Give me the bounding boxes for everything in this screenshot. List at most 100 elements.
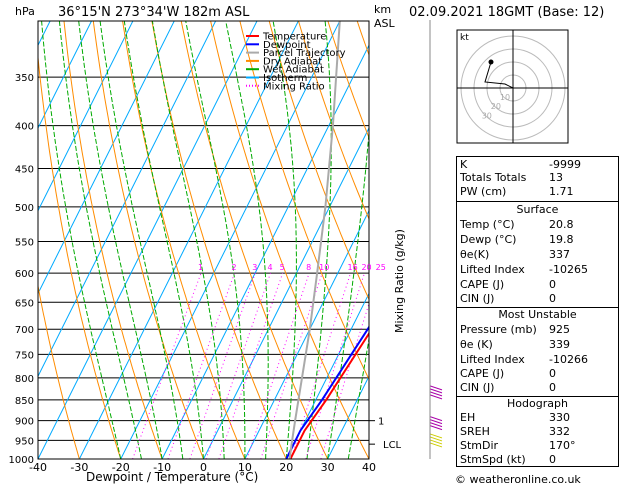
mixing-ratio-label: 3	[252, 263, 257, 272]
indices-panel: K -9999 Totals Totals 13 PW (cm) 1.71 Su…	[456, 156, 619, 467]
mixing-ratio-axis-label: Mixing Ratio (g/kg)	[393, 229, 406, 333]
pressure-tick-label: 600	[15, 269, 34, 280]
series-line-parcel-trajectory	[288, 21, 341, 459]
isotherm-line	[78, 21, 299, 459]
temperature-tick-label: -20	[112, 461, 130, 474]
dry-adiabat-line	[38, 283, 80, 459]
hodo-row: StmSpd (kt) 0	[460, 453, 615, 466]
wet-adiabat-line	[78, 21, 163, 459]
hodo-row-value: 332	[549, 425, 570, 438]
mixing-ratio-line	[205, 273, 271, 459]
wind-barb-flag	[429, 436, 443, 442]
mixing-ratio-label: 10	[319, 263, 329, 272]
isotherm-line	[161, 44, 369, 459]
wet-adiabat-line	[185, 21, 246, 459]
plot-frame	[37, 20, 370, 460]
mixing-ratio-label: 20	[361, 263, 371, 272]
wind-barb-flag	[429, 394, 443, 400]
dry-adiabat-line	[151, 21, 287, 459]
mu-row-value: 0	[549, 367, 556, 380]
dry-adiabat-line	[268, 21, 369, 301]
mixing-ratio-label: 1	[198, 263, 203, 272]
mu-row-value: 339	[549, 338, 570, 351]
surface-row-value: -10265	[549, 263, 588, 276]
mu-row-value: -10266	[549, 353, 588, 366]
legend-label: Wet Adiabat	[263, 65, 324, 76]
mixing-ratio-label: 8	[306, 263, 311, 272]
series-line-temperature	[289, 331, 369, 459]
wet-adiabat-line	[41, 21, 122, 459]
totals-totals-label: Totals Totals	[460, 171, 527, 184]
wind-barb-flag	[429, 422, 443, 428]
surface-row-label: Dewp (°C)	[460, 233, 517, 246]
hodo-row-label: EH	[460, 411, 476, 424]
mu-row: θe (K) 339	[460, 338, 615, 351]
dry-adiabat-line	[239, 21, 369, 381]
legend-label: Dry Adiabat	[263, 56, 322, 67]
legend-label: Parcel Trajectory	[263, 48, 346, 59]
hodo-row-value: 330	[549, 411, 570, 424]
mixing-ratio-label: 25	[376, 263, 386, 272]
hodo-row-value: 0	[549, 453, 556, 466]
hodograph-ring-label: 20	[491, 102, 501, 111]
pw-value: 1.71	[549, 185, 574, 198]
copyright-text[interactable]: © weatheronline.co.uk	[455, 473, 581, 486]
divider	[457, 201, 618, 202]
pressure-tick-label: 500	[15, 203, 34, 214]
temperature-tick-label: 30	[321, 461, 335, 474]
surface-row: CAPE (J) 0	[460, 278, 615, 291]
pw-label: PW (cm)	[460, 185, 507, 198]
mu-row-label: CAPE (J)	[460, 367, 505, 380]
wet-adiabat-line	[99, 21, 184, 459]
mu-row-label: θe (K)	[460, 338, 493, 351]
pressure-tick-label: 450	[15, 165, 34, 176]
dry-adiabat-line	[122, 21, 246, 459]
wet-adiabat-line	[151, 21, 225, 459]
k-index-value: -9999	[549, 158, 581, 171]
pressure-tick-label: 550	[15, 238, 34, 249]
wet-adiabat-line	[123, 21, 204, 459]
surface-row-label: Lifted Index	[460, 263, 525, 276]
isotherm-line	[120, 21, 341, 459]
mixing-ratio-label: 4	[268, 263, 273, 272]
mu-row: Pressure (mb) 925	[460, 323, 615, 336]
isotherm-line	[244, 209, 369, 459]
temperature-tick-label: 40	[362, 461, 376, 474]
hodo-row: SREH 332	[460, 425, 615, 438]
hodo-row-label: StmSpd (kt)	[460, 453, 526, 466]
isotherm-line	[203, 126, 369, 459]
legend-label: Dewpoint	[263, 40, 311, 51]
hodo-row-label: StmDir	[460, 439, 499, 452]
wind-barb-flag	[429, 433, 443, 439]
x-axis-label: Dewpoint / Temperature (°C)	[86, 470, 259, 484]
hodograph-kt-label: kt	[460, 33, 469, 43]
pw-row: PW (cm) 1.71	[460, 185, 615, 198]
isotherm-line	[38, 21, 217, 378]
pressure-tick-label: 1000	[9, 455, 34, 466]
mixing-ratio-line	[320, 301, 369, 459]
legend-label: Temperature	[262, 32, 326, 43]
temperature-tick-label: -10	[153, 461, 171, 474]
asl-label: ASL	[374, 17, 395, 30]
mu-row: CIN (J) 0	[460, 381, 615, 394]
pressure-tick-label: 700	[15, 325, 34, 336]
dry-adiabat-line	[298, 21, 369, 221]
km-tick-label: 1	[378, 417, 384, 428]
hodograph-trace	[484, 61, 514, 89]
surface-row: Dewp (°C) 19.8	[460, 233, 615, 246]
mu-row-value: 0	[549, 381, 556, 394]
k-index-label: K	[460, 158, 468, 171]
temperature-tick-label: -40	[29, 461, 47, 474]
legend-label: Mixing Ratio	[263, 81, 325, 92]
wet-adiabat-line	[225, 21, 269, 459]
surface-row-label: Temp (°C)	[460, 218, 515, 231]
surface-row-label: θe(K)	[460, 248, 490, 261]
surface-row: Temp (°C) 20.8	[460, 218, 615, 231]
hodo-row: StmDir 170°	[460, 439, 615, 452]
most-unstable-section-title: Most Unstable	[498, 308, 577, 321]
surface-row: CIN (J) 0	[460, 292, 615, 305]
pressure-tick-label: 800	[15, 374, 34, 385]
km-label: km	[374, 3, 392, 16]
wind-barb-flag	[429, 442, 443, 448]
surface-row-value: 337	[549, 248, 570, 261]
